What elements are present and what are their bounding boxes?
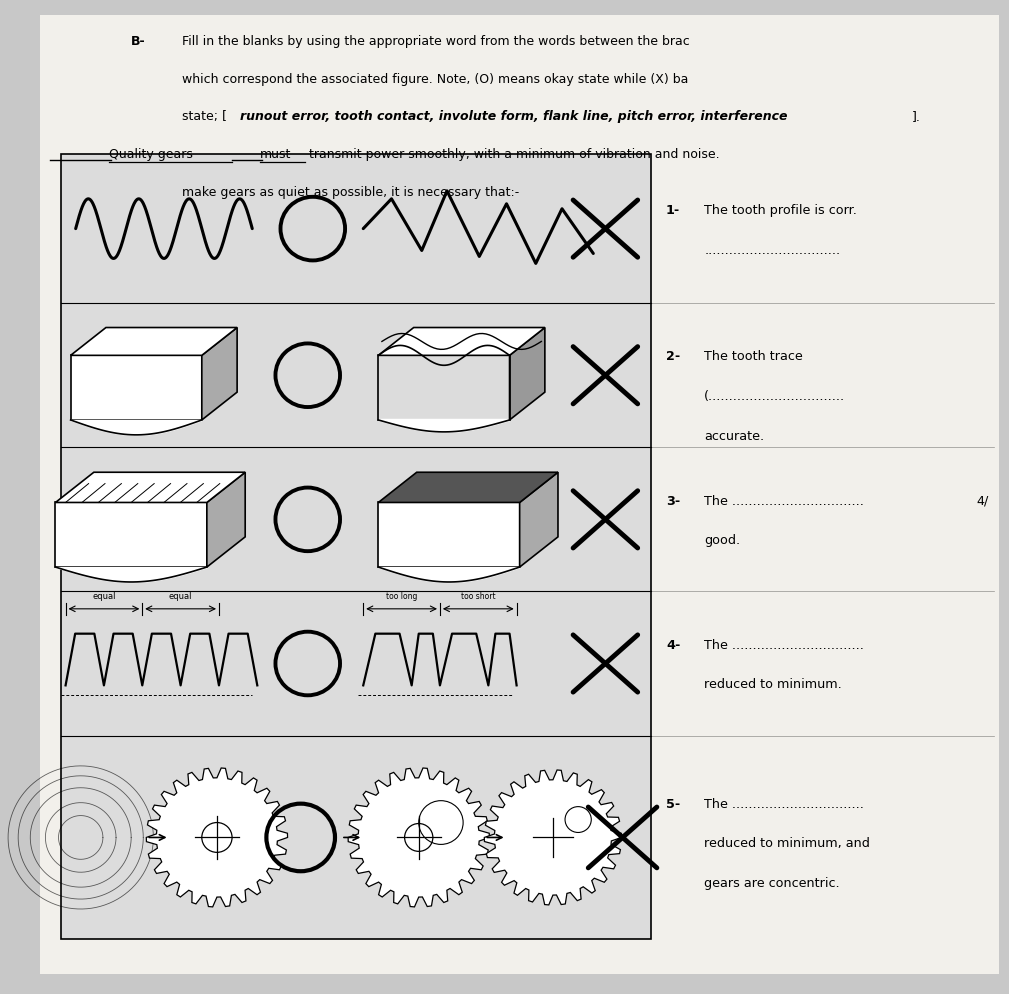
Text: Fill in the blanks by using the appropriate word from the words between the brac: Fill in the blanks by using the appropri… — [182, 35, 689, 48]
Text: Quality gears: Quality gears — [109, 148, 193, 161]
Text: The ................................: The ................................ — [704, 638, 864, 652]
Text: accurate.: accurate. — [704, 429, 765, 443]
Text: too long: too long — [385, 591, 418, 600]
FancyBboxPatch shape — [40, 15, 999, 974]
FancyBboxPatch shape — [61, 154, 651, 939]
Text: make gears as quiet as possible, it is necessary that:-: make gears as quiet as possible, it is n… — [182, 186, 519, 199]
Text: The ................................: The ................................ — [704, 494, 864, 508]
FancyBboxPatch shape — [378, 502, 520, 567]
Polygon shape — [146, 768, 288, 907]
Text: ].: ]. — [912, 110, 921, 123]
Text: 1-: 1- — [666, 204, 680, 217]
Text: equal: equal — [169, 591, 193, 600]
Polygon shape — [55, 472, 245, 502]
Text: state; [: state; [ — [182, 110, 227, 123]
Text: The tooth profile is corr.: The tooth profile is corr. — [704, 204, 858, 217]
FancyBboxPatch shape — [71, 355, 202, 419]
Text: B-: B- — [131, 35, 145, 48]
Polygon shape — [348, 768, 489, 907]
Text: which correspond the associated figure. Note, (O) means okay state while (X) ba: which correspond the associated figure. … — [182, 73, 688, 85]
Polygon shape — [484, 770, 622, 905]
Polygon shape — [207, 472, 245, 567]
Text: reduced to minimum.: reduced to minimum. — [704, 678, 843, 692]
Text: transmit power smoothly, with a minimum of vibration and noise.: transmit power smoothly, with a minimum … — [305, 148, 719, 161]
FancyBboxPatch shape — [55, 502, 207, 567]
Polygon shape — [378, 472, 558, 502]
Text: .................................: ................................. — [704, 244, 840, 256]
Polygon shape — [202, 327, 237, 419]
Text: must: must — [260, 148, 292, 161]
Text: equal: equal — [92, 591, 116, 600]
Text: The tooth trace: The tooth trace — [704, 350, 803, 364]
Text: gears are concentric.: gears are concentric. — [704, 878, 839, 891]
Text: runout error, tooth contact, involute form, flank line, pitch error, interferenc: runout error, tooth contact, involute fo… — [240, 110, 788, 123]
Polygon shape — [510, 327, 545, 419]
Text: 4/: 4/ — [977, 494, 989, 508]
Text: good.: good. — [704, 534, 741, 548]
Text: reduced to minimum, and: reduced to minimum, and — [704, 837, 870, 851]
Text: 5-: 5- — [666, 797, 680, 811]
Circle shape — [202, 822, 232, 852]
Text: 4-: 4- — [666, 638, 680, 652]
Polygon shape — [520, 472, 558, 567]
Circle shape — [405, 823, 433, 851]
Text: too short: too short — [461, 591, 495, 600]
Text: 2-: 2- — [666, 350, 680, 364]
Polygon shape — [71, 327, 237, 355]
Text: (.................................: (................................. — [704, 390, 846, 404]
Polygon shape — [378, 327, 545, 355]
Text: 3-: 3- — [666, 494, 680, 508]
Text: The ................................: The ................................ — [704, 797, 864, 811]
